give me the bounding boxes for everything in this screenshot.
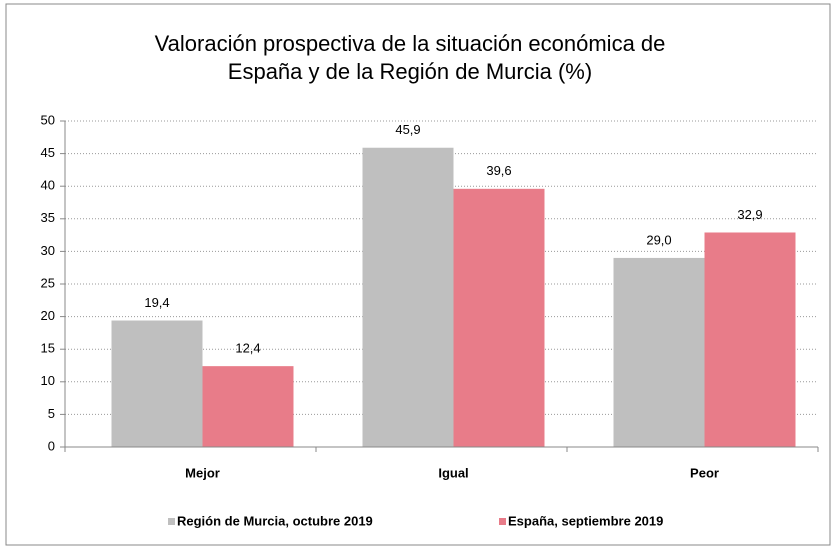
value-label: 12,4 [235,341,260,356]
bar [453,188,545,448]
legend-label: España, septiembre 2019 [508,513,663,528]
y-tick-label: 15 [41,341,55,356]
y-tick-label: 35 [41,210,55,225]
y-tick-label: 0 [48,438,55,453]
bar [613,257,705,447]
value-label: 32,9 [737,207,762,222]
bar [704,232,796,447]
value-label: 45,9 [395,122,420,137]
x-tick-label: Peor [690,465,719,480]
bar [202,366,294,447]
value-label: 39,6 [486,163,511,178]
legend-swatch [499,518,506,525]
y-tick-label: 20 [41,308,55,323]
chart-title: Valoración prospectiva de la situación e… [155,31,666,56]
y-tick-label: 10 [41,373,55,388]
legend-label: Región de Murcia, octubre 2019 [177,513,373,528]
y-tick-label: 5 [48,406,55,421]
x-tick-label: Mejor [185,465,220,480]
y-tick-label: 30 [41,243,55,258]
y-tick-label: 25 [41,275,55,290]
legend-swatch [168,518,175,525]
chart-title: España y de la Región de Murcia (%) [228,59,592,84]
y-tick-label: 45 [41,145,55,160]
y-tick-label: 50 [41,112,55,127]
x-tick-label: Igual [438,465,468,480]
y-tick-label: 40 [41,178,55,193]
value-label: 29,0 [646,232,671,247]
value-label: 19,4 [144,295,169,310]
bar [111,320,203,447]
bar [362,147,454,447]
